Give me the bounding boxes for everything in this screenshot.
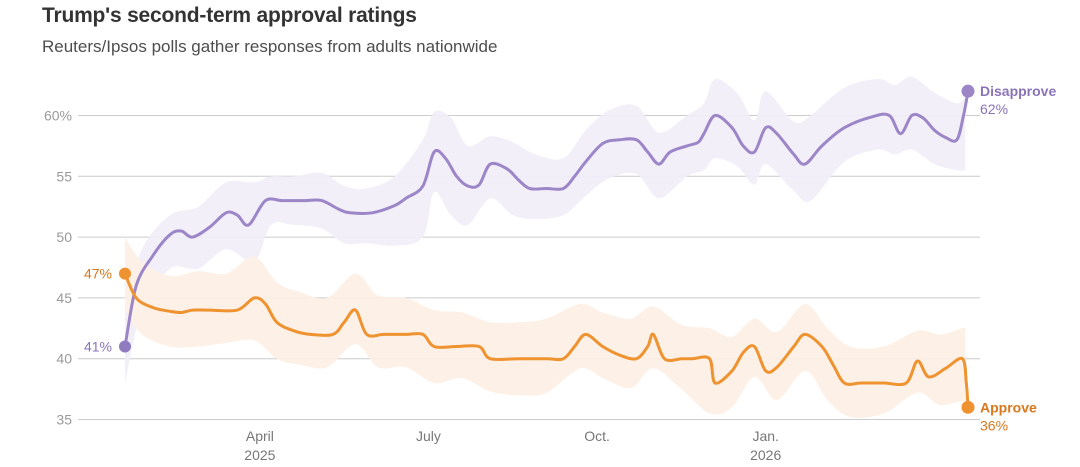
chart-subtitle: Reuters/Ipsos polls gather responses fro… (42, 37, 498, 56)
x-tick-label: Oct. (584, 428, 610, 444)
approve-line (123, 272, 970, 409)
approve-series-name: Approve (980, 399, 1037, 415)
approve-start-label: 47% (84, 266, 112, 282)
x-tick-year-label: 2025 (244, 447, 275, 463)
y-tick-label: 60% (44, 108, 72, 124)
disapprove-end-label: 62% (980, 101, 1008, 117)
y-tick-label: 55 (56, 168, 72, 184)
x-tick-label: Jan. (752, 428, 778, 444)
approve-end-label: 36% (980, 417, 1008, 433)
y-tick-label: 50 (56, 229, 72, 245)
disapprove-start-label: 41% (84, 339, 112, 355)
grid-layer: 60% 55 50 45 40 35 April 2025 July Oct. Jan. 2026 (44, 108, 980, 463)
series-lines (119, 84, 975, 414)
disapprove-line (123, 89, 970, 348)
chart-title: Trump's second-term approval ratings (42, 4, 417, 27)
disapprove-series-name: Disapprove (980, 83, 1056, 99)
confidence-bands (125, 76, 966, 419)
x-tick-label: July (416, 428, 441, 444)
disapprove-start-point (119, 340, 131, 353)
y-tick-label: 40 (56, 351, 72, 367)
approve-end-point (961, 400, 975, 414)
y-tick-label: 45 (56, 290, 72, 306)
approve-start-point (119, 267, 131, 280)
approve-confidence-band (125, 237, 966, 419)
labels-layer: 41% Disapprove 62% 47% Approve 36% (84, 83, 1056, 433)
x-tick-year-label: 2026 (750, 447, 781, 463)
disapprove-end-point (961, 84, 975, 98)
x-tick-label: April (246, 428, 274, 444)
y-tick-label: 35 (56, 412, 72, 428)
